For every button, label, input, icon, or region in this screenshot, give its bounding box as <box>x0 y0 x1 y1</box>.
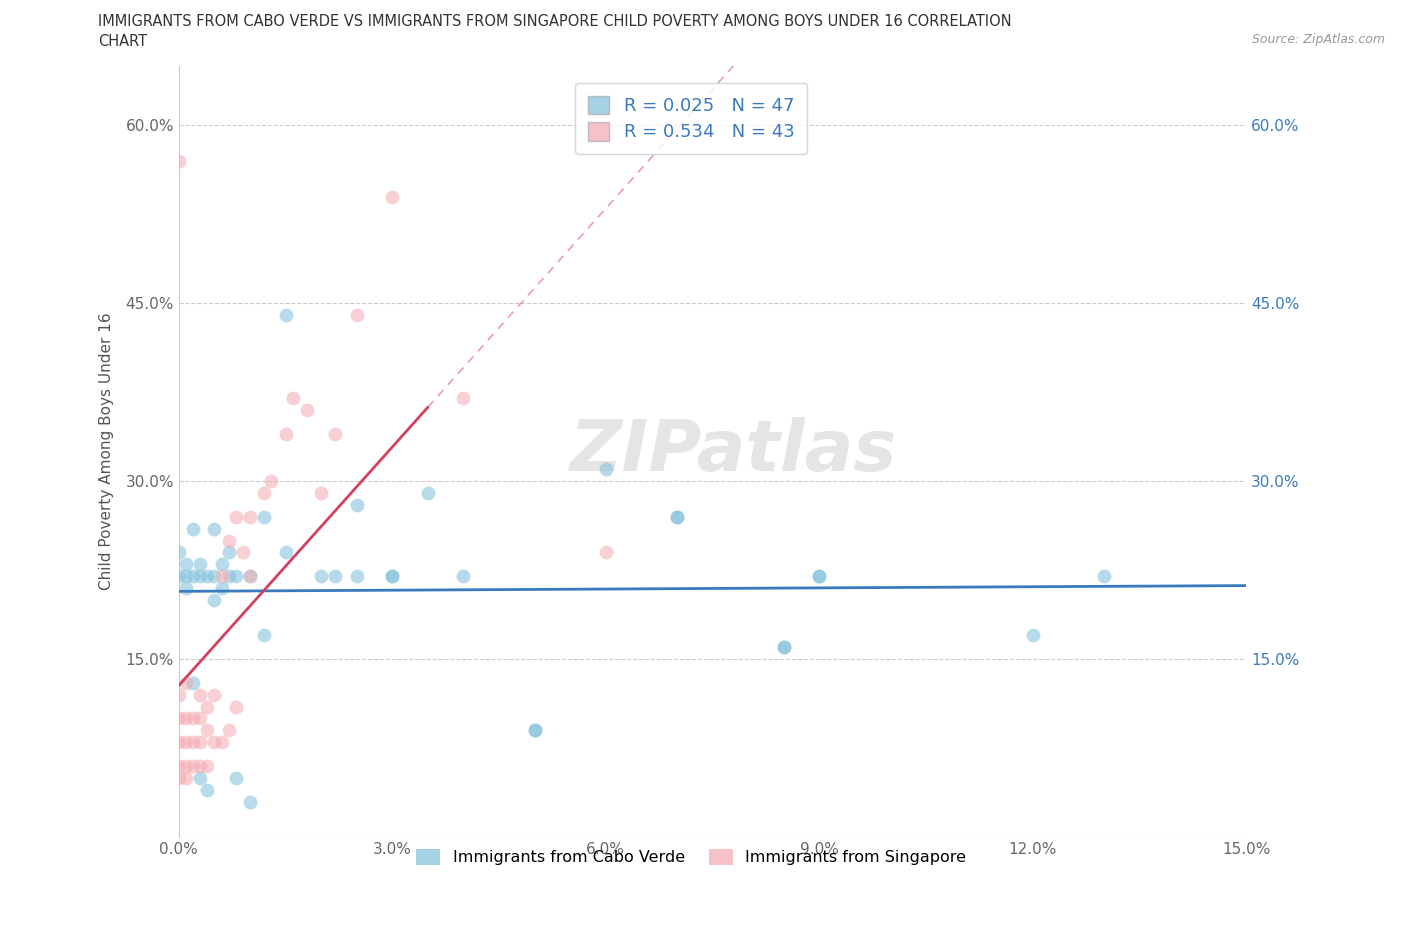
Point <box>325 569 347 584</box>
Point <box>281 391 304 405</box>
Point <box>453 391 475 405</box>
Point <box>295 403 318 418</box>
Point <box>174 759 197 774</box>
Point <box>188 687 211 702</box>
Point <box>381 569 404 584</box>
Point <box>218 533 240 548</box>
Point <box>218 545 240 560</box>
Point <box>174 580 197 595</box>
Point <box>167 711 190 726</box>
Point <box>181 759 204 774</box>
Text: CHART: CHART <box>98 34 148 49</box>
Point <box>174 557 197 572</box>
Point <box>325 426 347 441</box>
Point <box>218 569 240 584</box>
Point <box>188 711 211 726</box>
Point <box>772 640 794 655</box>
Text: IMMIGRANTS FROM CABO VERDE VS IMMIGRANTS FROM SINGAPORE CHILD POVERTY AMONG BOYS: IMMIGRANTS FROM CABO VERDE VS IMMIGRANTS… <box>98 14 1012 29</box>
Point <box>167 569 190 584</box>
Point <box>253 510 276 525</box>
Point <box>239 569 262 584</box>
Point <box>232 545 254 560</box>
Point <box>202 522 225 537</box>
Point <box>239 510 262 525</box>
Point <box>1092 569 1115 584</box>
Point <box>211 569 233 584</box>
Point <box>239 569 262 584</box>
Point <box>167 687 190 702</box>
Point <box>167 735 190 750</box>
Point <box>225 510 247 525</box>
Point <box>202 687 225 702</box>
Point <box>253 485 276 500</box>
Point <box>181 735 204 750</box>
Point <box>188 569 211 584</box>
Point <box>188 735 211 750</box>
Y-axis label: Child Poverty Among Boys Under 16: Child Poverty Among Boys Under 16 <box>100 312 114 591</box>
Point <box>174 711 197 726</box>
Point <box>346 569 368 584</box>
Point <box>274 545 297 560</box>
Point <box>381 569 404 584</box>
Point <box>174 735 197 750</box>
Point <box>665 510 688 525</box>
Point <box>453 569 475 584</box>
Point <box>167 545 190 560</box>
Point <box>239 794 262 809</box>
Point <box>181 675 204 690</box>
Point <box>665 510 688 525</box>
Point <box>195 723 218 737</box>
Point <box>309 485 332 500</box>
Point <box>225 699 247 714</box>
Point <box>174 770 197 785</box>
Point <box>167 153 190 168</box>
Point <box>1022 628 1045 643</box>
Point <box>772 640 794 655</box>
Point <box>309 569 332 584</box>
Point <box>211 735 233 750</box>
Point <box>218 723 240 737</box>
Point <box>595 545 617 560</box>
Point <box>225 770 247 785</box>
Point <box>416 485 439 500</box>
Point <box>202 569 225 584</box>
Point <box>346 308 368 323</box>
Point <box>274 426 297 441</box>
Point <box>260 474 283 489</box>
Text: ZIPatlas: ZIPatlas <box>571 418 897 486</box>
Point <box>253 628 276 643</box>
Point <box>195 569 218 584</box>
Point <box>167 770 190 785</box>
Point <box>202 592 225 607</box>
Point <box>202 735 225 750</box>
Point <box>808 569 831 584</box>
Point <box>188 770 211 785</box>
Point <box>195 782 218 797</box>
Point <box>195 759 218 774</box>
Point <box>274 308 297 323</box>
Point <box>808 569 831 584</box>
Point <box>181 522 204 537</box>
Point <box>181 711 204 726</box>
Point <box>211 557 233 572</box>
Point <box>381 189 404 204</box>
Point <box>174 675 197 690</box>
Text: Source: ZipAtlas.com: Source: ZipAtlas.com <box>1251 33 1385 46</box>
Point <box>174 569 197 584</box>
Point <box>167 759 190 774</box>
Point <box>188 557 211 572</box>
Point <box>523 723 546 737</box>
Point <box>188 759 211 774</box>
Point <box>195 699 218 714</box>
Point <box>211 580 233 595</box>
Legend: Immigrants from Cabo Verde, Immigrants from Singapore: Immigrants from Cabo Verde, Immigrants f… <box>409 843 973 871</box>
Point <box>346 498 368 512</box>
Point <box>523 723 546 737</box>
Point <box>225 569 247 584</box>
Point <box>181 569 204 584</box>
Point <box>595 462 617 477</box>
